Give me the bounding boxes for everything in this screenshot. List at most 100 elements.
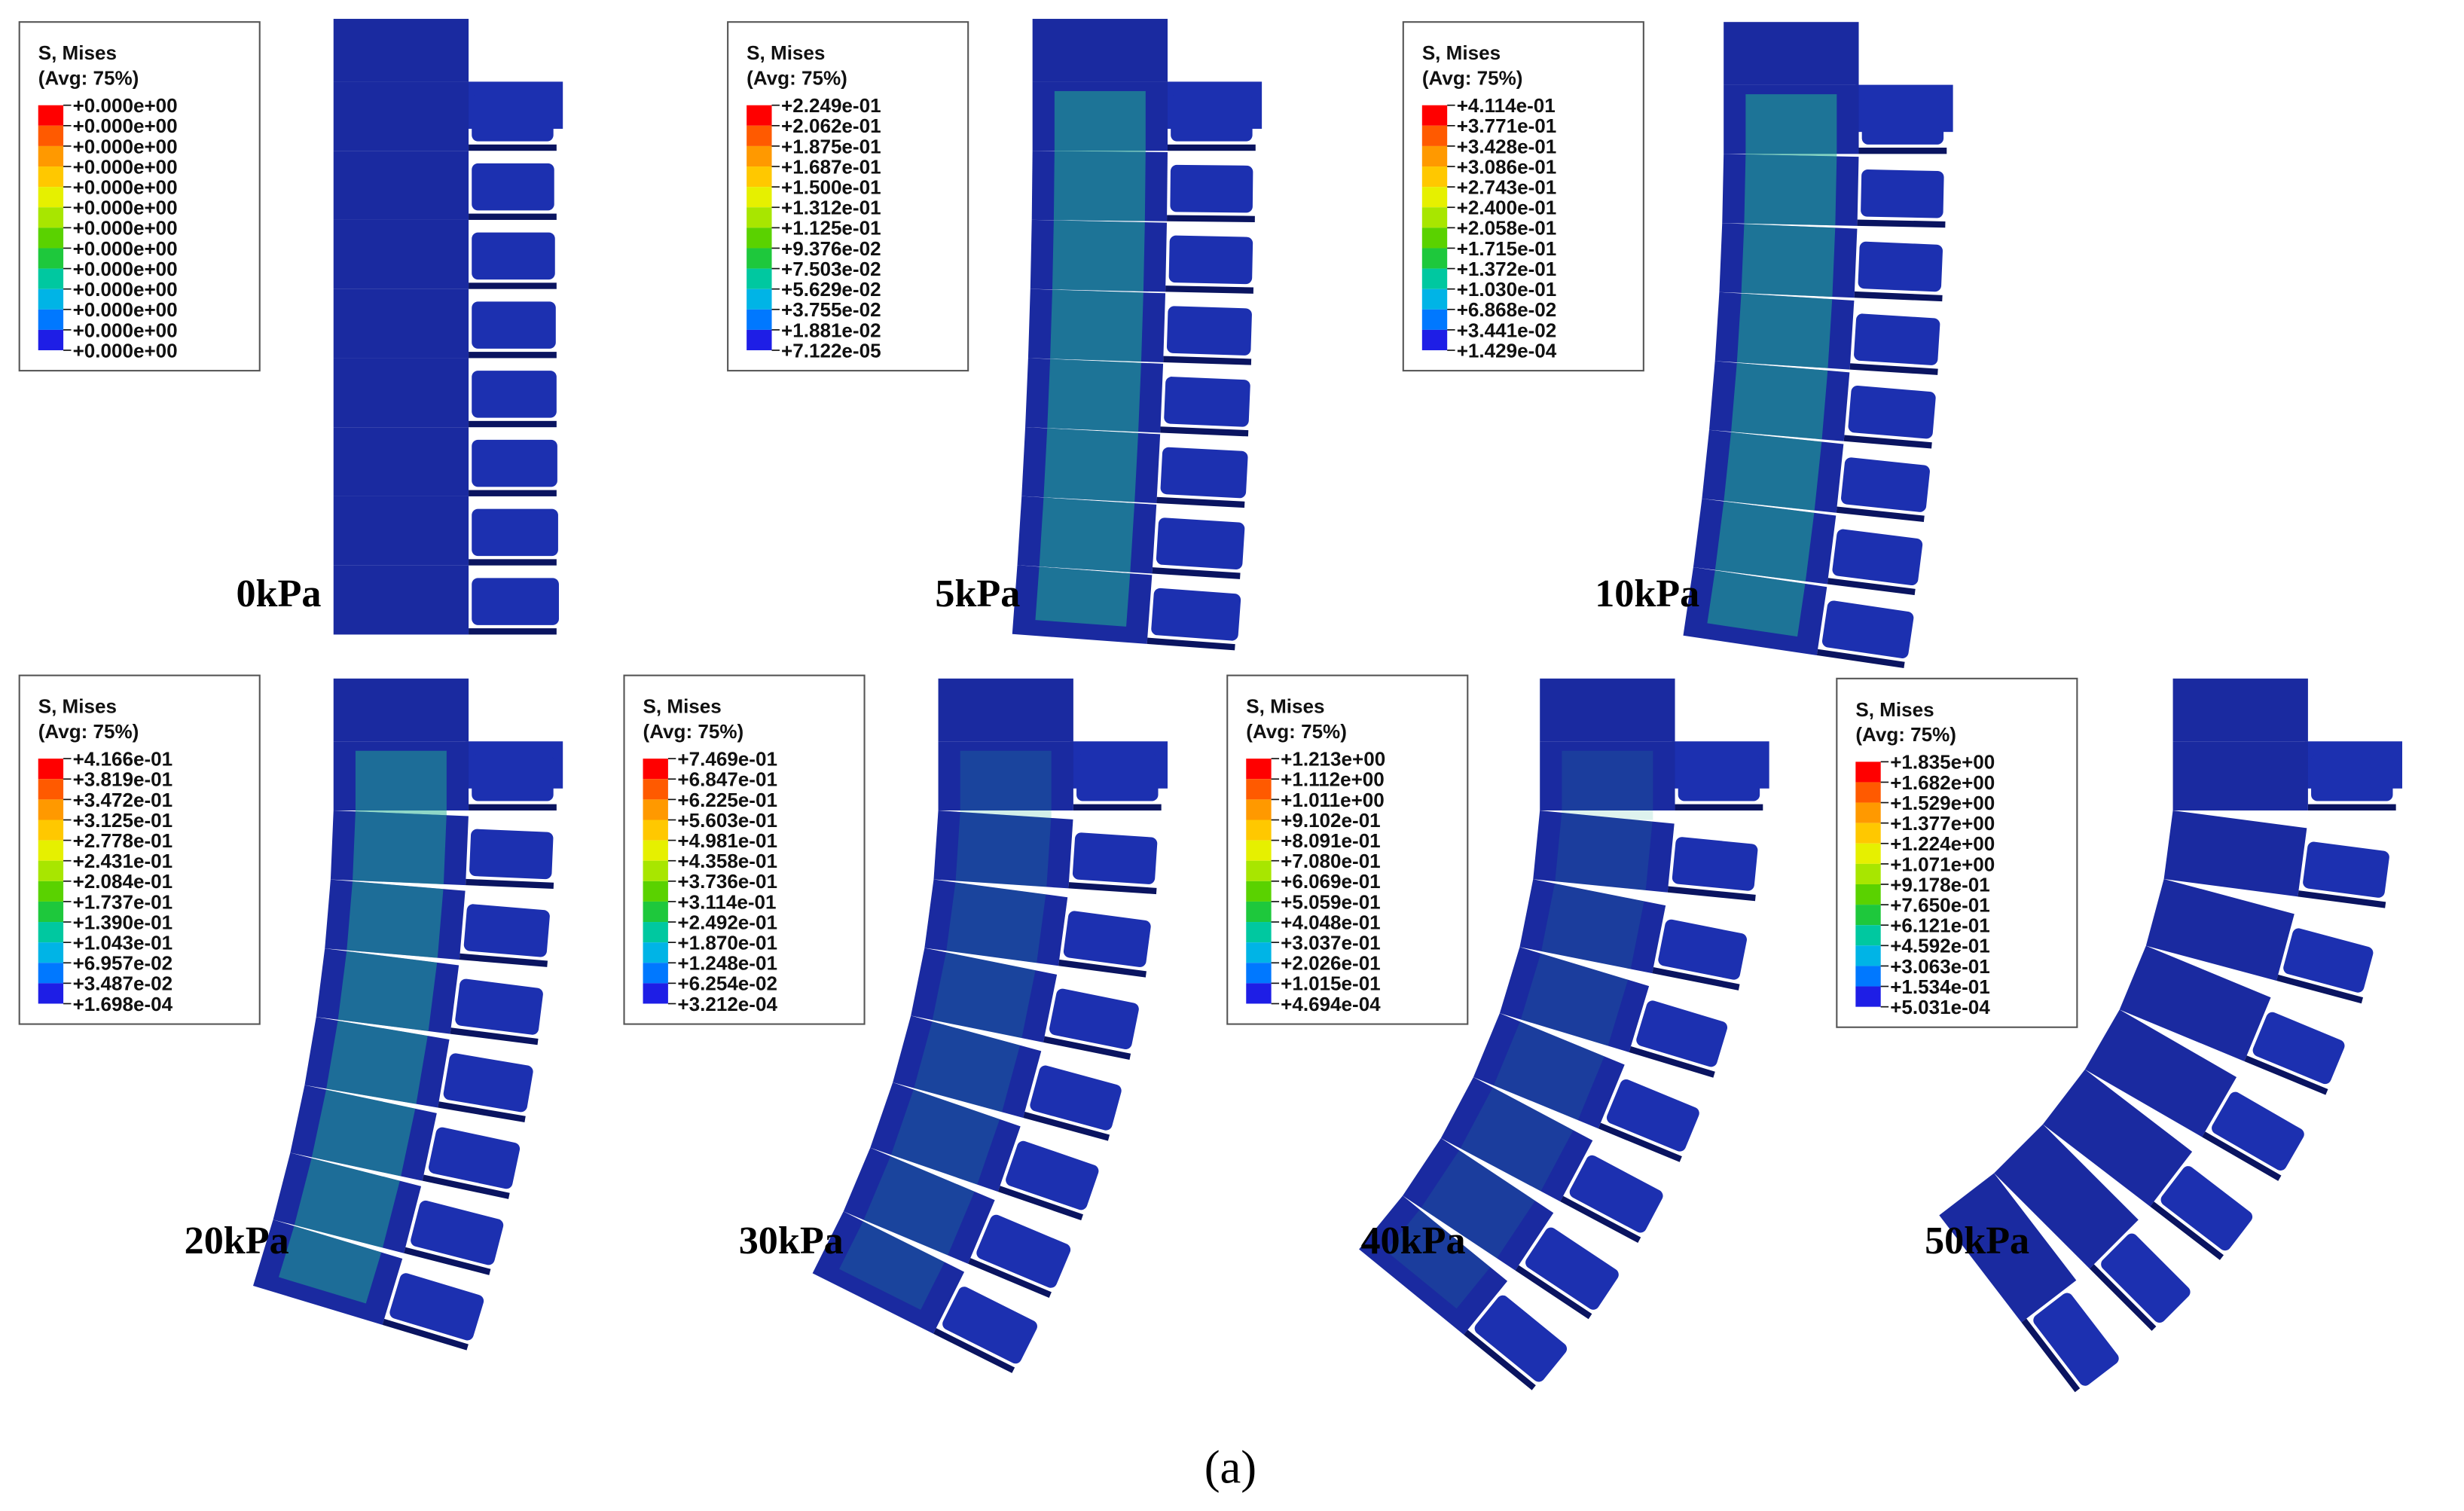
stress-region: [1731, 362, 1828, 440]
legend-swatch: [38, 963, 64, 984]
actuator-finger: [1832, 529, 1923, 586]
legend-swatch: [38, 799, 64, 820]
actuator-body: [2163, 810, 2307, 897]
legend-value: +3.125e-01: [73, 809, 173, 832]
legend-value: +5.031e-04: [1890, 996, 1990, 1018]
chamber-gap: [469, 282, 557, 289]
legend-value: +3.212e-04: [677, 993, 777, 1015]
legend-swatch: [643, 942, 668, 963]
chamber-gap: [1163, 356, 1252, 365]
legend-value: +7.650e-01: [1890, 893, 1990, 916]
actuator-finger: [472, 578, 559, 625]
actuator-segment: [1683, 292, 1940, 669]
legend-swatch: [1246, 759, 1272, 780]
actuator-finger: [1658, 919, 1747, 980]
legend-value: +7.503e-02: [781, 258, 881, 280]
actuator-segment: [812, 1147, 1071, 1373]
legend-value: +0.000e+00: [73, 217, 178, 240]
actuator-finger: [1170, 164, 1253, 213]
actuator-finger: [389, 1273, 484, 1341]
legend-swatch: [1246, 860, 1272, 881]
legend-swatch: [1421, 309, 1448, 330]
chamber-gap: [968, 1258, 1052, 1299]
legend-value: +4.981e-01: [677, 829, 777, 852]
legend-swatch: [1246, 922, 1272, 943]
legend-title: S, Mises: [747, 41, 825, 64]
actuator-finger: [1049, 988, 1139, 1049]
actuator-segment: [1683, 223, 1943, 669]
actuator-body: [333, 288, 469, 359]
actuator-segment: [333, 358, 559, 635]
chamber-gap: [1160, 426, 1249, 437]
actuator-segment: [253, 948, 543, 1351]
actuator-segment: [1939, 810, 2389, 1393]
legend-swatch: [1855, 802, 1881, 823]
actuator-body: [1499, 947, 1650, 1052]
legend-swatch: [747, 288, 772, 310]
legend-swatch: [1421, 248, 1448, 269]
actuator-finger: [469, 829, 554, 880]
stress-region: [326, 1020, 428, 1104]
stress-region: [1541, 883, 1644, 969]
legend-swatch: [1421, 166, 1448, 188]
legend-swatch: [643, 983, 668, 1004]
chamber-gap: [1168, 144, 1256, 151]
chamber-gap: [1857, 219, 1946, 228]
stress-region: [1053, 151, 1146, 221]
legend-swatch: [38, 983, 64, 1004]
legend-swatch: [747, 125, 772, 146]
chamber-gap: [2089, 1264, 2157, 1331]
legend-swatch: [643, 840, 668, 861]
actuator-cap: [1540, 678, 1675, 742]
actuator-segment: [333, 151, 559, 635]
legend-value: +3.771e-01: [1457, 114, 1557, 137]
legend-value: +0.000e+00: [73, 176, 178, 199]
legend-value: +1.030e-01: [1457, 278, 1557, 301]
chamber-gap: [1854, 291, 1943, 302]
legend-value: +7.122e-05: [781, 339, 881, 362]
actuator: [333, 19, 563, 635]
actuator-finger: [472, 163, 554, 211]
legend-title: S, Mises: [38, 41, 117, 64]
stress-region: [1741, 224, 1836, 298]
actuator-body: [1540, 741, 1675, 810]
legend-title: S, Mises: [1246, 695, 1324, 718]
actuator-segment: [1012, 219, 1254, 651]
actuator-body: [2042, 1069, 2193, 1207]
chamber-gap: [1858, 148, 1947, 154]
chamber-gap: [1023, 1111, 1110, 1141]
actuator: [812, 678, 1168, 1373]
actuator-finger: [472, 94, 554, 142]
actuator-body: [933, 810, 1073, 889]
legend-value: +0.000e+00: [73, 197, 178, 219]
legend-title: S, Mises: [1422, 41, 1501, 64]
actuator-finger: [2160, 1166, 2253, 1251]
actuator-segment: [253, 879, 550, 1351]
legend-swatch: [1855, 966, 1881, 987]
legend-swatch: [1246, 901, 1272, 923]
legend-value: +1.390e-01: [73, 911, 173, 933]
actuator-body: [2145, 878, 2295, 981]
actuator-segment: [1012, 358, 1250, 651]
actuator-cap: [1724, 22, 1859, 85]
legend-title: S, Mises: [643, 695, 722, 718]
chamber-gap: [1058, 959, 1147, 978]
actuator: [1012, 19, 1263, 651]
legend-subtitle: (Avg: 75%): [747, 67, 847, 90]
legend-subtitle: (Avg: 75%): [1246, 720, 1347, 743]
legend-value: +4.592e-01: [1890, 935, 1990, 957]
legend-value: +1.698e-04: [73, 993, 173, 1015]
actuator-cap: [938, 678, 1073, 742]
chamber-gap: [404, 1247, 491, 1275]
legend-value: +2.778e-01: [73, 829, 173, 852]
actuator-segment: [812, 1082, 1099, 1373]
actuator-finger: [1168, 235, 1253, 285]
actuator-finger: [1861, 97, 1944, 145]
legend-value: +3.086e-01: [1457, 155, 1557, 178]
actuator-finger: [1672, 837, 1758, 891]
actuator-segment: [1359, 810, 1758, 1390]
actuator-segment: [812, 879, 1151, 1373]
actuator-finger: [1160, 447, 1248, 499]
actuator-finger: [472, 301, 556, 349]
actuator-segment: [333, 427, 559, 635]
